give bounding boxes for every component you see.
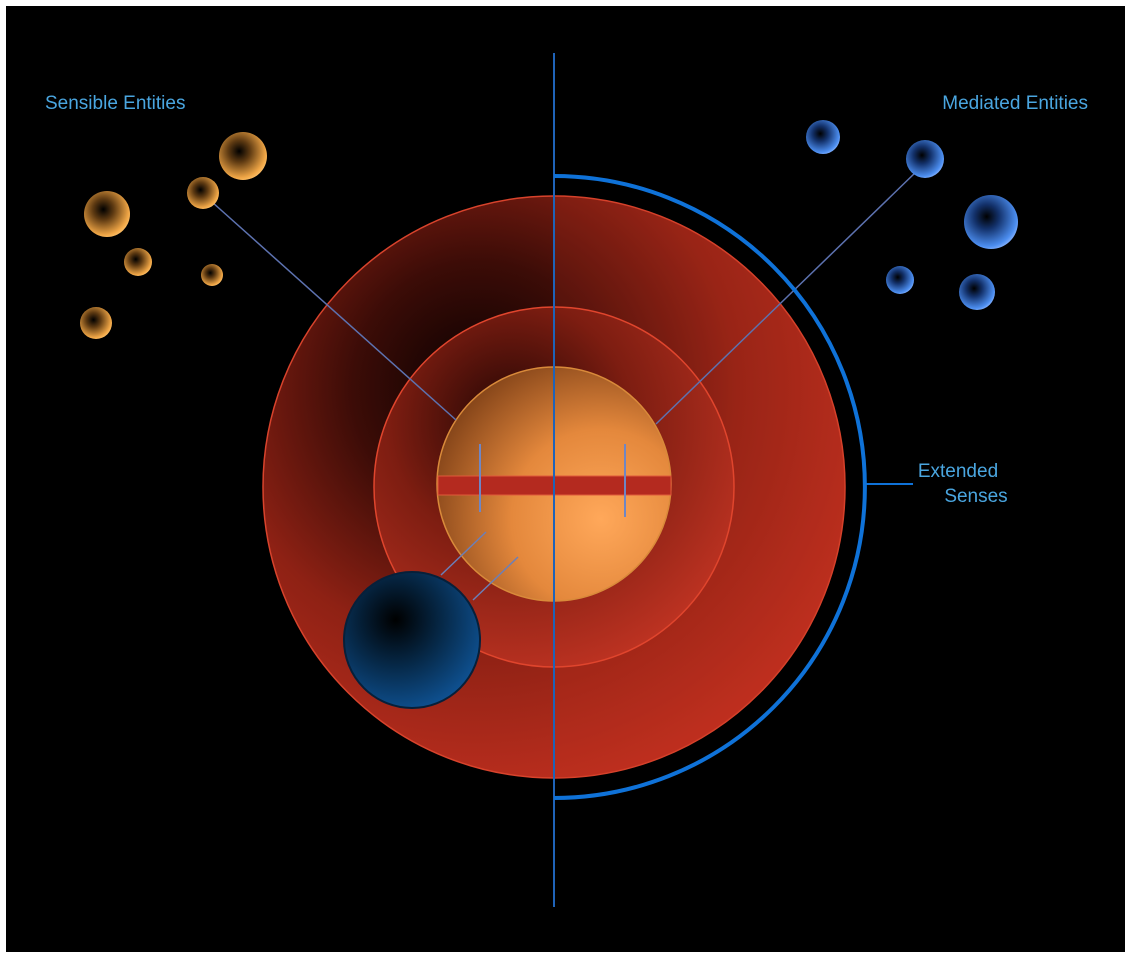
mediated-entities-label: Mediated Entities: [942, 93, 1088, 114]
extended-senses-label-line2: Senses: [944, 486, 1007, 507]
blue-sphere-icon: [906, 140, 944, 178]
core-to-blue-sphere-connector-1: [440, 531, 487, 576]
sensible-entity-connector: [211, 201, 457, 421]
sensible-entities-cluster: [80, 132, 267, 339]
orange-sphere-icon: [84, 191, 130, 237]
core-to-blue-sphere-connector-2: [472, 556, 519, 601]
blue-sphere-icon: [964, 195, 1018, 249]
mediated-entities-cluster: [806, 120, 1018, 310]
blue-sphere-icon: [806, 120, 840, 154]
orange-sphere-icon: [124, 248, 152, 276]
orange-sphere-icon: [219, 132, 267, 180]
orange-sphere-icon: [201, 264, 223, 286]
mediated-entity-connector: [655, 169, 919, 425]
blue-sphere-icon: [886, 266, 914, 294]
orange-sphere-icon: [80, 307, 112, 339]
orange-sphere-icon: [187, 177, 219, 209]
extended-senses-arc: [553, 174, 867, 800]
blue-sphere-icon: [959, 274, 995, 310]
sensible-entities-label: Sensible Entities: [45, 93, 185, 114]
blue-sphere: [343, 571, 481, 709]
extended-senses-label-line1: Extended: [918, 461, 998, 482]
